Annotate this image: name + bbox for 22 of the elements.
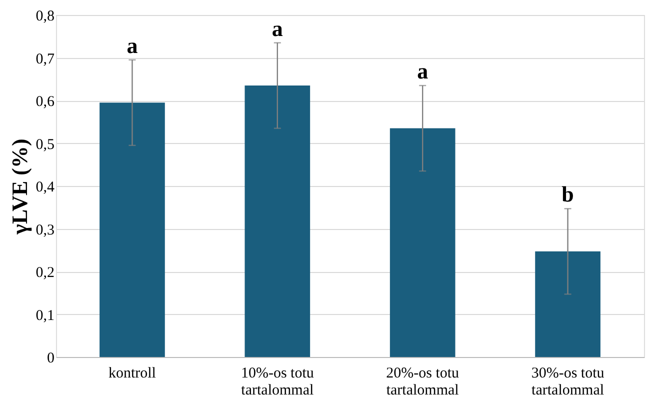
y-tick-label: 0,5 (36, 136, 54, 153)
y-tick-label: 0,6 (36, 94, 55, 110)
x-tick-label: 30%-os totu tartalommal (531, 366, 605, 398)
y-tick-label: 0,1 (36, 308, 54, 324)
bar (535, 251, 600, 357)
y-tick-label: 0,8 (36, 8, 54, 24)
annotation: b (562, 182, 574, 207)
y-tick-label: 0,3 (36, 222, 54, 238)
annotation: a (272, 16, 283, 41)
y-tick-label: 0,4 (36, 180, 55, 196)
y-tick-label: 0 (47, 350, 54, 366)
x-tick-label: 10%-os totu tartalommal (240, 366, 314, 398)
x-tick-label: kontroll (108, 366, 156, 382)
annotation: a (417, 58, 428, 84)
y-tick-label: 0,7 (36, 51, 55, 68)
x-tick-label: 20%-os totu tartalommal (386, 366, 460, 398)
y-axis-title: γLVE (%) (6, 138, 32, 236)
bar (390, 128, 456, 357)
bar (244, 86, 310, 357)
bar (100, 102, 165, 357)
annotation: a (126, 32, 138, 58)
y-tick-label: 0,2 (36, 265, 54, 281)
